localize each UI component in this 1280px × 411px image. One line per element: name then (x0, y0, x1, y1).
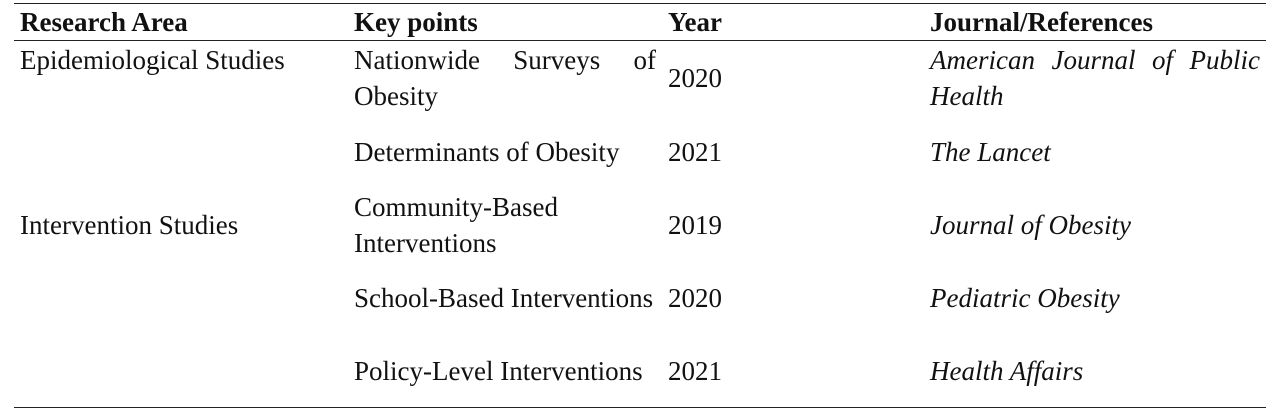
header-cell: Key points (354, 7, 478, 37)
year-cell: 2021 (668, 136, 722, 167)
journal-cell: Health Affairs (930, 355, 1084, 386)
research-area-cell (14, 115, 348, 188)
header-cell: Research Area (20, 7, 188, 37)
year-cell: 2020 (668, 63, 722, 93)
key-point-cell: Community-Based Interventions (354, 191, 558, 258)
research-area-cell (14, 261, 348, 334)
key-point-cell: Determinants of Obesity (354, 136, 620, 167)
table-body: Epidemiological Studies Nationwide Survey… (14, 41, 1266, 408)
header-cell: Year (668, 7, 722, 37)
table-row: Intervention Studies Community-Based Inte… (14, 188, 1266, 261)
key-point-cell: School-Based Interventions (354, 282, 654, 313)
header-row: Research Area Key points Year Journal/Re… (14, 3, 1266, 41)
key-point-cell: Nationwide Surveys of Obesity (354, 45, 656, 111)
year-cell: 2020 (668, 282, 722, 313)
table-row: Determinants of Obesity 2021 The Lancet (14, 115, 1266, 188)
year-cell: 2021 (668, 355, 722, 386)
journal-cell: The Lancet (930, 136, 1051, 167)
table-row: School-Based Interventions 2020 Pediatric … (14, 261, 1266, 334)
table: Research Area Key points Year Journal/Re… (14, 3, 1266, 408)
header-cell: Journal/References (930, 7, 1153, 37)
table-row: Epidemiological Studies Nationwide Survey… (14, 41, 1266, 116)
journal-cell: American Journal of Public Health (930, 45, 1260, 111)
journal-cell: Journal of Obesity (930, 209, 1131, 240)
year-cell: 2019 (668, 209, 722, 240)
table-row: Policy-Level Interventions 2021 Health Aff… (14, 334, 1266, 408)
research-area-cell (14, 334, 348, 408)
research-area-cell: Intervention Studies (20, 209, 239, 240)
key-point-cell: Policy-Level Interventions (354, 355, 643, 386)
table-head: Research Area Key points Year Journal/Re… (14, 3, 1266, 41)
table-container: Research Area Key points Year Journal/Re… (14, 3, 1266, 408)
journal-cell: Pediatric Obesity (930, 282, 1120, 313)
research-area-cell: Epidemiological Studies (20, 45, 285, 75)
